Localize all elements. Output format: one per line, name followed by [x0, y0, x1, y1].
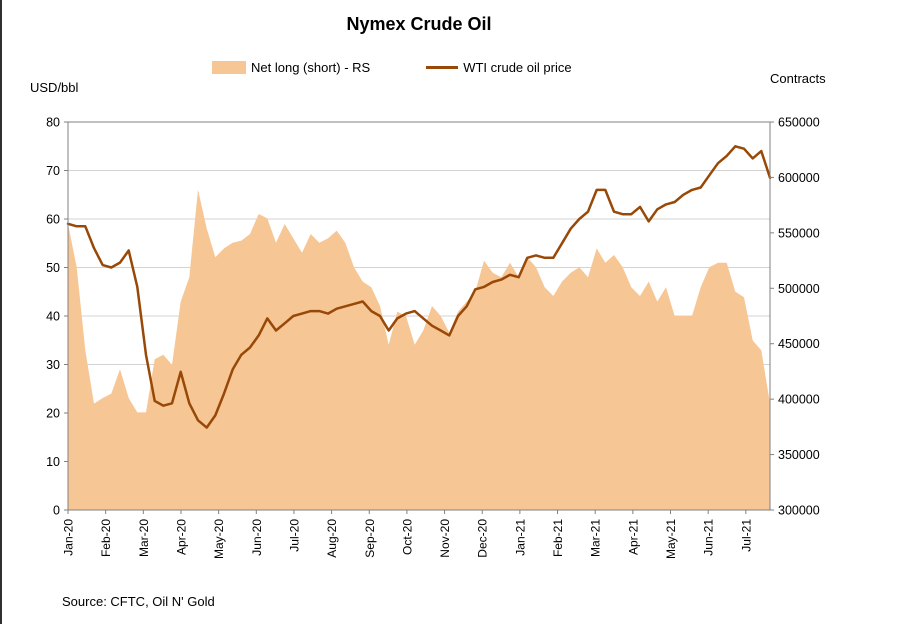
svg-text:80: 80 [46, 116, 60, 130]
source-note: Source: CFTC, Oil N' Gold [62, 594, 215, 609]
window-left-border [0, 0, 2, 624]
svg-text:Oct-20: Oct-20 [400, 519, 414, 555]
legend-label-net-long: Net long (short) - RS [251, 60, 371, 75]
svg-text:0: 0 [53, 504, 60, 518]
svg-text:Aug-20: Aug-20 [325, 519, 339, 558]
svg-text:Apr-20: Apr-20 [175, 519, 189, 555]
right-axis-unit-label: Contracts [770, 71, 826, 86]
svg-text:30: 30 [46, 358, 60, 372]
svg-text:600000: 600000 [778, 171, 820, 185]
svg-text:40: 40 [46, 310, 60, 324]
svg-text:20: 20 [46, 407, 60, 421]
svg-text:Jul-20: Jul-20 [287, 519, 301, 552]
line-series-swatch-icon [426, 66, 459, 69]
svg-text:Jan-20: Jan-20 [62, 519, 76, 556]
svg-text:Feb-21: Feb-21 [551, 519, 565, 557]
svg-text:Jan-21: Jan-21 [513, 519, 527, 556]
svg-text:May-20: May-20 [212, 519, 226, 559]
svg-text:Nov-20: Nov-20 [438, 519, 452, 558]
area-series-swatch-icon [212, 61, 246, 74]
svg-text:70: 70 [46, 164, 60, 178]
svg-text:60: 60 [46, 213, 60, 227]
legend-item-wti: WTI crude oil price [426, 60, 572, 75]
svg-text:Jun-20: Jun-20 [250, 519, 264, 556]
legend-item-net-long: Net long (short) - RS [212, 60, 370, 75]
svg-text:Jul-21: Jul-21 [739, 519, 753, 552]
svg-text:Apr-21: Apr-21 [626, 519, 640, 555]
svg-text:500000: 500000 [778, 282, 820, 296]
svg-text:50: 50 [46, 261, 60, 275]
wti-price-line-series [66, 145, 772, 429]
svg-text:Feb-20: Feb-20 [99, 519, 113, 557]
svg-text:350000: 350000 [778, 448, 820, 462]
legend-label-wti: WTI crude oil price [463, 60, 572, 75]
svg-text:Dec-20: Dec-20 [476, 519, 490, 558]
net-long-area-series [68, 189, 770, 510]
x-axis-ticks: Jan-20 Feb-20 Mar-20 Apr-20 May-20 Jun-20 Jul-… [62, 510, 753, 559]
svg-text:May-21: May-21 [664, 519, 678, 559]
svg-text:Mar-21: Mar-21 [589, 519, 603, 557]
chart-legend: Net long (short) - RS WTI crude oil pric… [212, 60, 572, 75]
svg-text:Jun-21: Jun-21 [702, 519, 716, 556]
right-axis-ticks: 300000 350000 400000 450000 500000 550000 6000… [770, 116, 820, 518]
svg-text:400000: 400000 [778, 393, 820, 407]
chart-title: Nymex Crude Oil [346, 14, 492, 34]
svg-text:Mar-20: Mar-20 [137, 519, 151, 557]
left-axis-unit-label: USD/bbl [30, 80, 79, 95]
svg-text:10: 10 [46, 455, 60, 469]
left-axis-ticks: 0 10 20 30 40 50 60 70 80 [46, 116, 68, 518]
svg-text:450000: 450000 [778, 337, 820, 351]
svg-text:650000: 650000 [778, 116, 820, 130]
svg-text:Sep-20: Sep-20 [363, 519, 377, 558]
svg-text:550000: 550000 [778, 226, 820, 240]
svg-text:300000: 300000 [778, 504, 820, 518]
